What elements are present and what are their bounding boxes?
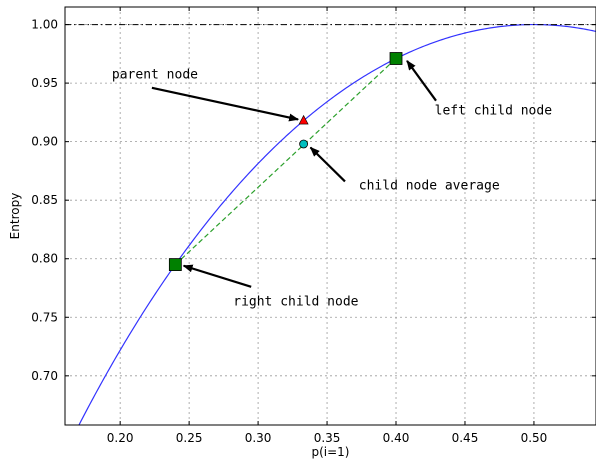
y-tick-label: 0.80 [31,252,58,266]
y-tick-label: 0.95 [31,76,58,90]
average-marker [299,139,309,149]
annotation-arrow [406,60,437,102]
y-tick-label: 0.90 [31,135,58,149]
annotation-label: child node average [359,179,500,194]
parent-marker [298,114,309,125]
y-tick-label: 1.00 [31,18,58,32]
annotation-label: right child node [233,295,358,310]
y-tick-label: 0.75 [31,310,58,324]
x-axis-label: p(i=1) [311,445,349,459]
x-tick-label: 0.45 [452,431,479,445]
annotation-arrow [309,146,346,183]
annotation-label: left child node [435,104,553,119]
x-tick-label: 0.50 [521,431,548,445]
y-tick-label: 0.85 [31,193,58,207]
series [65,23,596,425]
x-tick-label: 0.35 [314,431,341,445]
right-child-marker [168,258,182,271]
annotation-arrow [182,264,252,288]
annotation-arrow [151,86,300,122]
ticks: 0.20 0.25 0.30 0.35 0.40 0.45 0.50 0.70 0.75 0.80… [31,7,596,445]
data-points [168,52,403,271]
annotation-label: parent node [112,67,198,82]
x-tick-label: 0.25 [176,431,203,445]
annotations: parent node left child node child node ave… [112,60,553,310]
x-tick-label: 0.40 [383,431,410,445]
child-average-line [174,58,397,266]
y-axis-label: Entropy [8,193,22,240]
left-child-marker [389,52,403,65]
x-tick-label: 0.20 [107,431,134,445]
entropy-curve [78,23,596,425]
x-tick-label: 0.30 [245,431,272,445]
y-tick-label: 0.70 [31,369,58,383]
plot-area-frame [64,6,596,426]
